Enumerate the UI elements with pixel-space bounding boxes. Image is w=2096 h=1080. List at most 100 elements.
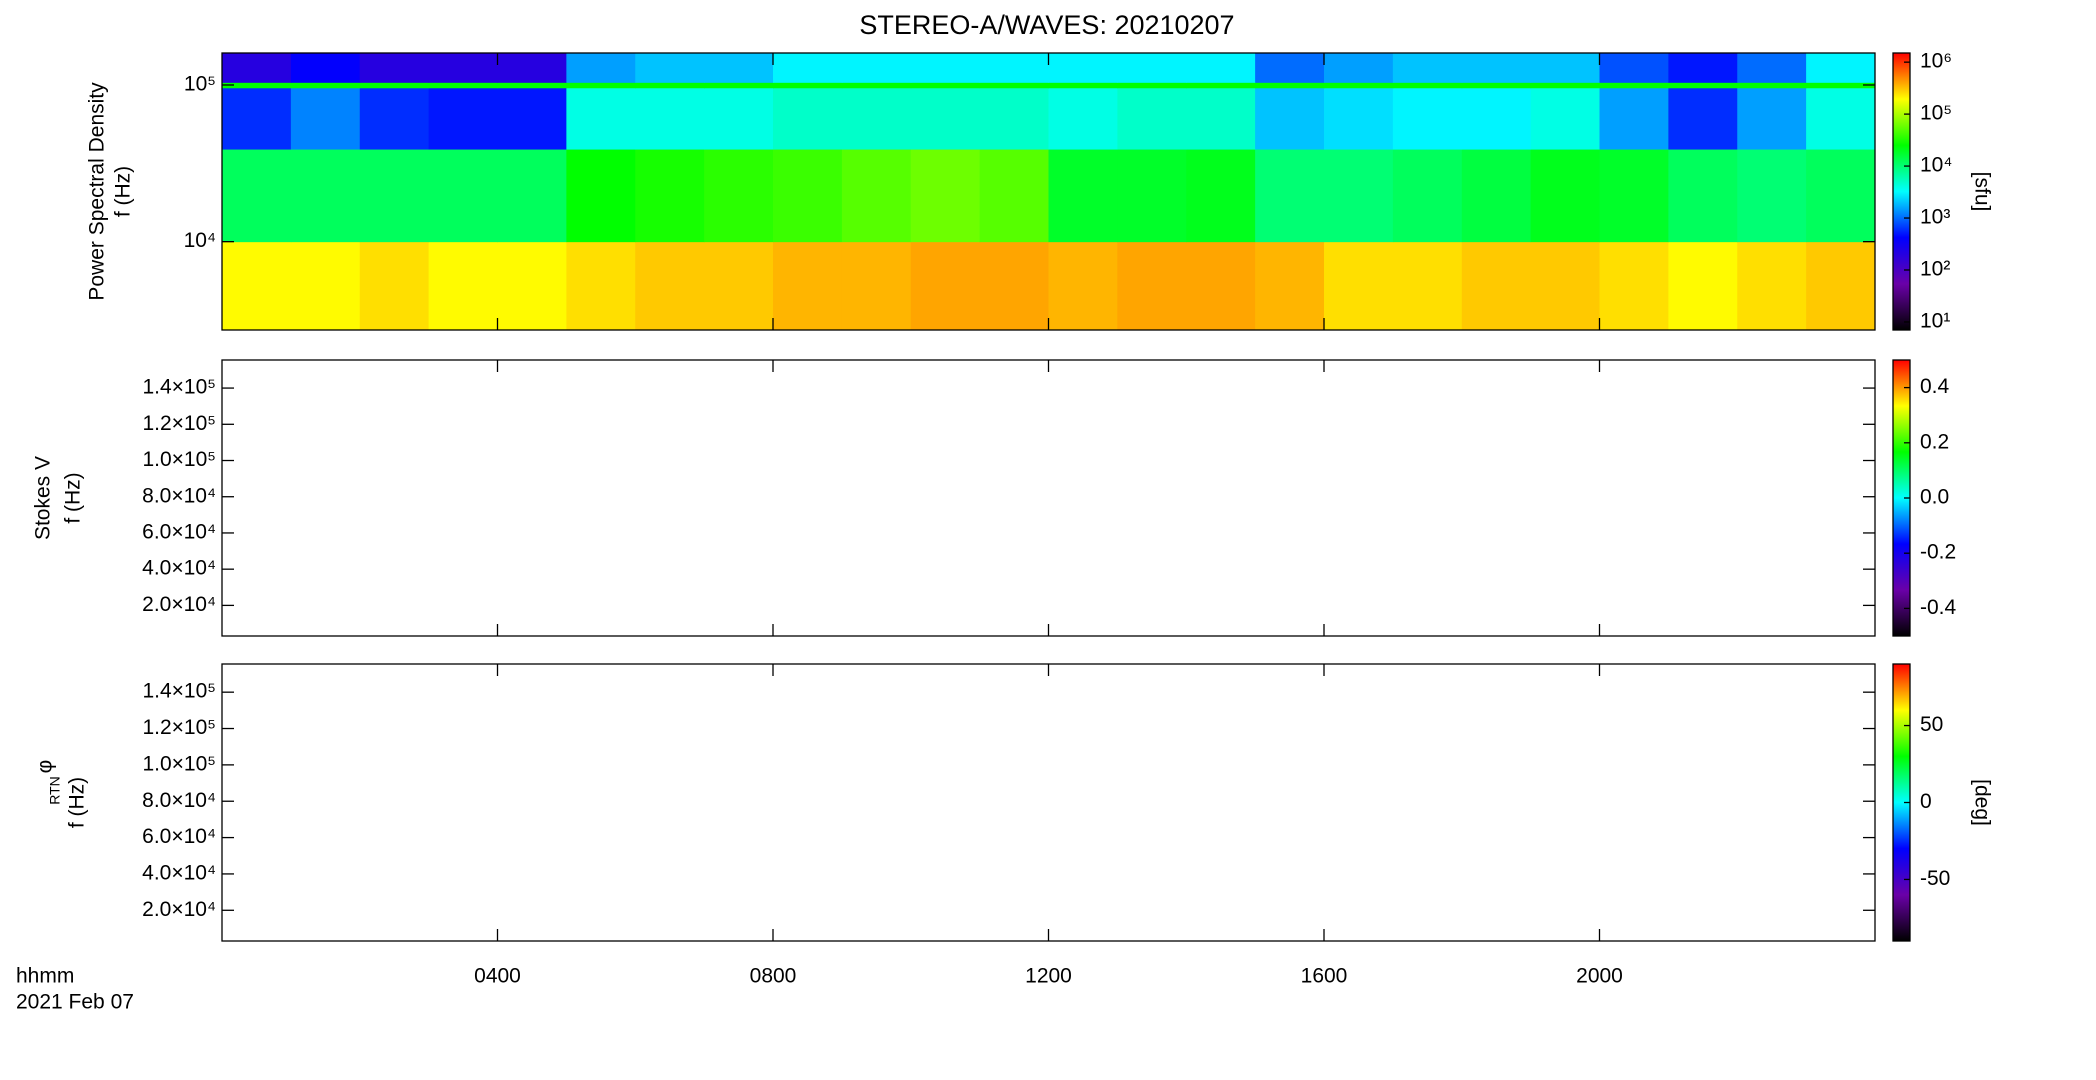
- spectrogram-cell: [704, 82, 774, 89]
- colorbar-label: [deg]: [1970, 779, 1993, 826]
- spectrogram-cell: [1324, 149, 1394, 243]
- spectrogram-cell: [566, 241, 636, 331]
- x-tick-label: 2000: [1576, 965, 1623, 988]
- spectrogram-cell: [1599, 82, 1669, 89]
- spectrogram-cell: [1392, 87, 1463, 150]
- colorbar-tick-label: 0.4: [1920, 375, 1950, 398]
- spectrogram-cell: [1530, 53, 1600, 83]
- colorbar-tick-label: 10³: [1920, 206, 1950, 229]
- spectrogram-cell: [1461, 53, 1532, 83]
- spectrogram-cell: [704, 53, 774, 83]
- x-tick-label: 1200: [1025, 965, 1072, 988]
- spectrogram-cell: [1461, 149, 1532, 243]
- spectrogram-cell: [1324, 82, 1394, 89]
- colorbar-tick-label: -0.2: [1920, 541, 1956, 564]
- colorbar-tick-label: 50: [1920, 713, 1943, 736]
- y-tick-label: 1.0×10⁵: [142, 752, 216, 775]
- spectrogram-cell: [773, 241, 843, 331]
- spectrogram-cell: [1255, 82, 1325, 89]
- spectrogram-cell: [1255, 149, 1325, 243]
- spectrogram-cell: [566, 82, 636, 89]
- spectrogram-cell: [979, 82, 1049, 89]
- spectrogram-cell: [290, 82, 361, 89]
- colorbar-tick-label: 0.2: [1920, 430, 1949, 453]
- spectrogram-cell: [1392, 53, 1463, 83]
- y-tick-label: 6.0×10⁴: [142, 825, 216, 848]
- spectrogram-cell: [497, 53, 567, 83]
- spectrogram-cell: [1461, 241, 1532, 331]
- spectrogram-cell: [910, 53, 981, 83]
- colorbar-tick-label: 10¹: [1920, 309, 1950, 332]
- spectrogram-cell: [841, 241, 912, 331]
- spectrogram-cell: [1392, 241, 1463, 331]
- spectrogram-cell: [222, 82, 292, 89]
- spectrogram-cell: [1048, 53, 1118, 83]
- spectrogram-cell: [1048, 82, 1118, 89]
- y-axis-label: f (Hz): [112, 166, 135, 217]
- spectrogram-cell: [841, 87, 912, 150]
- spectrogram-cell: [428, 241, 498, 331]
- spectrogram-cell: [1324, 53, 1394, 83]
- y-axis-subscript: RTN: [47, 776, 63, 805]
- y-tick-label: 4.0×10⁴: [142, 557, 216, 580]
- spectrogram-cell: [428, 53, 498, 83]
- spectrogram-cell: [773, 53, 843, 83]
- spectrogram-cell: [773, 149, 843, 243]
- x-tick-label: 0800: [750, 965, 797, 988]
- spectrogram-cell: [222, 87, 292, 150]
- spectrogram-cell: [1048, 87, 1118, 150]
- spectrogram-cell: [1117, 53, 1187, 83]
- spectrogram-cell: [1255, 53, 1325, 83]
- spectrogram-cell: [1186, 241, 1256, 331]
- spectrogram-cell: [222, 241, 292, 331]
- colorbar-tick-label: 10⁶: [1920, 50, 1952, 73]
- spectrogram-cell: [704, 241, 774, 331]
- spectrogram-cell: [1806, 53, 1876, 83]
- y-tick-label: 8.0×10⁴: [142, 484, 216, 507]
- spectrogram-cell: [566, 53, 636, 83]
- spectrogram-cell: [910, 241, 981, 331]
- y-tick-label: 4.0×10⁴: [142, 861, 216, 884]
- spectrogram-cell: [1117, 241, 1187, 331]
- spectrogram-cell: [1668, 149, 1738, 243]
- y-tick-label: 10⁵: [184, 73, 216, 96]
- y-axis-label: f (Hz): [66, 777, 89, 828]
- spectrogram-cell: [359, 82, 430, 89]
- spectrogram-cell: [704, 87, 774, 150]
- spectrogram-cell: [1668, 53, 1738, 83]
- spectrogram-cell: [1668, 241, 1738, 331]
- x-axis-label: hhmm: [16, 965, 74, 988]
- spectrogram-cell: [1186, 53, 1256, 83]
- spectrogram-cell: [222, 53, 292, 83]
- y-tick-label: 8.0×10⁴: [142, 789, 216, 812]
- spectrogram-cell: [1737, 87, 1807, 150]
- spectrogram-cell: [979, 87, 1049, 150]
- spectrogram-cell: [910, 82, 981, 89]
- spectrogram-cell: [1117, 149, 1187, 243]
- spectrogram-cell: [1392, 82, 1463, 89]
- spectrogram-cell: [1324, 87, 1394, 150]
- spectrogram-cell: [841, 149, 912, 243]
- spectrogram-cell: [979, 53, 1049, 83]
- spectrogram-cell: [1324, 241, 1394, 331]
- colorbar-tick-label: 10⁵: [1920, 102, 1952, 125]
- y-tick-label: 10⁴: [184, 229, 216, 252]
- y-tick-label: 1.4×10⁵: [142, 680, 216, 703]
- spectrogram-cell: [290, 53, 361, 83]
- x-axis-label: 2021 Feb 07: [16, 991, 134, 1014]
- y-tick-label: 1.4×10⁵: [142, 376, 216, 399]
- spectrogram-cell: [1599, 87, 1669, 150]
- spectrogram-cell: [359, 53, 430, 83]
- colorbar: [1892, 52, 1911, 331]
- spectrogram-cell: [1048, 241, 1118, 331]
- spectrogram-cell: [1599, 241, 1669, 331]
- plot-frame: [221, 359, 1876, 637]
- spectrogram-cell: [222, 149, 292, 243]
- spectrogram-cell: [1255, 241, 1325, 331]
- spectrogram-cell: [1737, 82, 1807, 89]
- spectrogram-cell: [1737, 53, 1807, 83]
- y-tick-label: 1.2×10⁵: [142, 716, 216, 739]
- spectrogram-cell: [1117, 87, 1187, 150]
- y-tick-label: 6.0×10⁴: [142, 520, 216, 543]
